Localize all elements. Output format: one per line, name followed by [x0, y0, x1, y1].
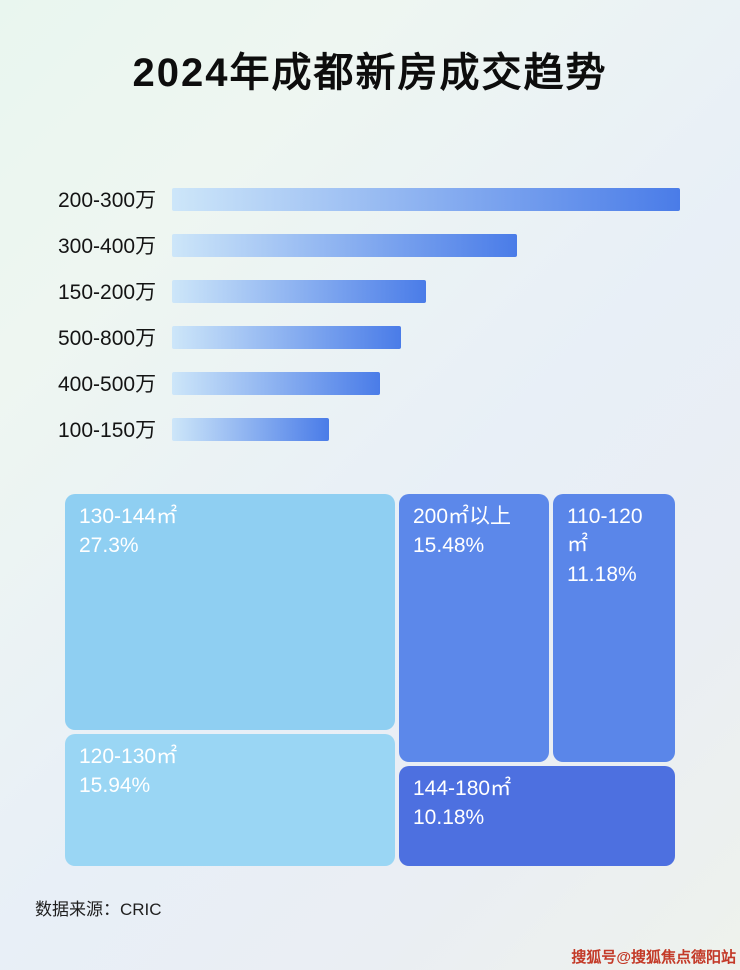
- block-percent: 10.18%: [413, 806, 485, 830]
- bar: [172, 187, 680, 211]
- bar-row: 400-500万: [58, 360, 680, 406]
- block-label: 120-130㎡: [79, 745, 178, 768]
- bar-track: [172, 187, 680, 211]
- bar: [172, 233, 518, 257]
- bar: [172, 417, 330, 441]
- treemap-block-110-120: 110-120㎡ 11.18%: [553, 494, 675, 762]
- price-band-bar-chart: 200-300万 300-400万 150-200万 500-800万 400-…: [58, 176, 680, 452]
- bar: [172, 325, 401, 349]
- bar: [172, 371, 381, 395]
- watermark-label: 搜狐号@搜狐焦点德阳站: [571, 949, 736, 966]
- block-label: 130-144㎡: [79, 505, 178, 528]
- data-source-label: 数据来源：CRIC: [35, 900, 162, 919]
- treemap-block-200-plus: 200㎡以上 15.48%: [399, 494, 549, 762]
- bar-track: [172, 371, 680, 395]
- area-band-treemap: 130-144㎡ 27.3% 120-130㎡ 15.94% 200㎡以上 15…: [65, 494, 675, 866]
- block-label: 110-120㎡: [567, 505, 643, 557]
- page-title: 2024年成都新房成交趋势: [132, 51, 608, 95]
- block-percent: 15.48%: [413, 534, 485, 558]
- bar-track: [172, 279, 680, 303]
- block-label: 200㎡以上: [413, 505, 512, 528]
- bar-row: 150-200万: [58, 268, 680, 314]
- treemap-block-130-144: 130-144㎡ 27.3%: [65, 494, 395, 730]
- bar-track: [172, 325, 680, 349]
- bar-track: [172, 233, 680, 257]
- bar-category-label: 400-500万: [58, 373, 157, 396]
- bar-category-label: 300-400万: [58, 235, 157, 258]
- bar-row: 300-400万: [58, 222, 680, 268]
- bar-track: [172, 417, 680, 441]
- bar: [172, 279, 426, 303]
- block-percent: 15.94%: [79, 774, 151, 798]
- block-percent: 27.3%: [79, 534, 139, 558]
- bar-category-label: 100-150万: [58, 419, 157, 442]
- bar-category-label: 150-200万: [58, 281, 157, 304]
- bar-category-label: 200-300万: [58, 189, 157, 212]
- block-percent: 11.18%: [567, 562, 637, 586]
- treemap-block-144-180: 144-180㎡ 10.18%: [399, 766, 675, 866]
- bar-row: 200-300万: [58, 176, 680, 222]
- bar-row: 500-800万: [58, 314, 680, 360]
- block-label: 144-180㎡: [413, 777, 512, 800]
- bar-category-label: 500-800万: [58, 327, 157, 350]
- treemap-block-120-130: 120-130㎡ 15.94%: [65, 734, 395, 866]
- bar-row: 100-150万: [58, 406, 680, 452]
